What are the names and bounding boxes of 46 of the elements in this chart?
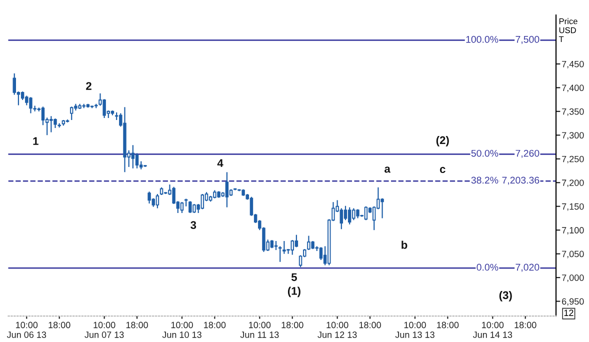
ref-line-label: 7,020 [516, 264, 540, 272]
annotation: c [440, 166, 446, 174]
annotation: (1) [288, 286, 300, 298]
y-tick-label: 7,300 [562, 132, 584, 140]
annotation: 2 [86, 82, 92, 90]
y-tick-label: 7,400 [562, 84, 584, 92]
annotation: b [402, 240, 408, 249]
y-tick-label: 7,150 [562, 203, 584, 211]
x-tick-label: 10:00 Jun 14 13 [472, 322, 512, 338]
y-tick-label: 7,000 [562, 274, 584, 282]
annotation: 3 [190, 221, 196, 230]
annotation: (3) [499, 290, 512, 302]
x-tick-label: 10:00 Jun 11 13 [240, 322, 279, 338]
x-tick-label: 18:00 [126, 322, 148, 328]
ref-line-label: 7,260 [516, 150, 540, 158]
x-tick-label: 18:00 [359, 322, 381, 328]
annotation: 100.0% [466, 36, 498, 43]
annotation: a [384, 166, 390, 173]
x-tick-label: 10:00 Jun 13 13 [395, 322, 434, 338]
y-tick-label: 7,450 [562, 60, 584, 68]
annotation: (2) [436, 136, 449, 146]
x-tick-label: 18:00 [437, 322, 459, 328]
y-tick-label: 7,250 [562, 156, 584, 164]
annotation: 1 [33, 137, 38, 145]
y-tick-label: 7,050 [562, 250, 584, 258]
x-tick-label: 10:00 Jun 07 13 [84, 322, 124, 338]
annotation: 5 [291, 273, 297, 282]
y-tick-label: 7,350 [562, 108, 584, 116]
y-tick-label: 7,100 [562, 227, 584, 235]
x-tick-label: 10:00 Jun 10 13 [162, 322, 202, 338]
x-tick-label: 10:00 Jun 06 13 [6, 322, 46, 338]
annotation: 0.0% [476, 264, 498, 271]
y-axis-title: Price USD T [558, 18, 578, 42]
text: 12 [564, 310, 574, 316]
annotation: 50.0% [471, 150, 498, 157]
y-tick-label: 6,950 [562, 298, 584, 306]
annotation: 38.2% [471, 176, 498, 184]
y-tick-label: 7,200 [562, 180, 584, 188]
ref-line-label: 7,203.36 [502, 176, 540, 185]
ref-line-label: 7,500 [516, 36, 540, 44]
x-tick-label: 10:00 Jun 12 13 [318, 322, 357, 338]
x-tick-label: 18:00 [204, 322, 226, 328]
annotation: 4 [217, 159, 224, 167]
x-tick-label: 18:00 [282, 322, 304, 328]
x-tick-label: 18:00 [48, 322, 70, 328]
x-tick-label: 18:00 [514, 322, 536, 328]
